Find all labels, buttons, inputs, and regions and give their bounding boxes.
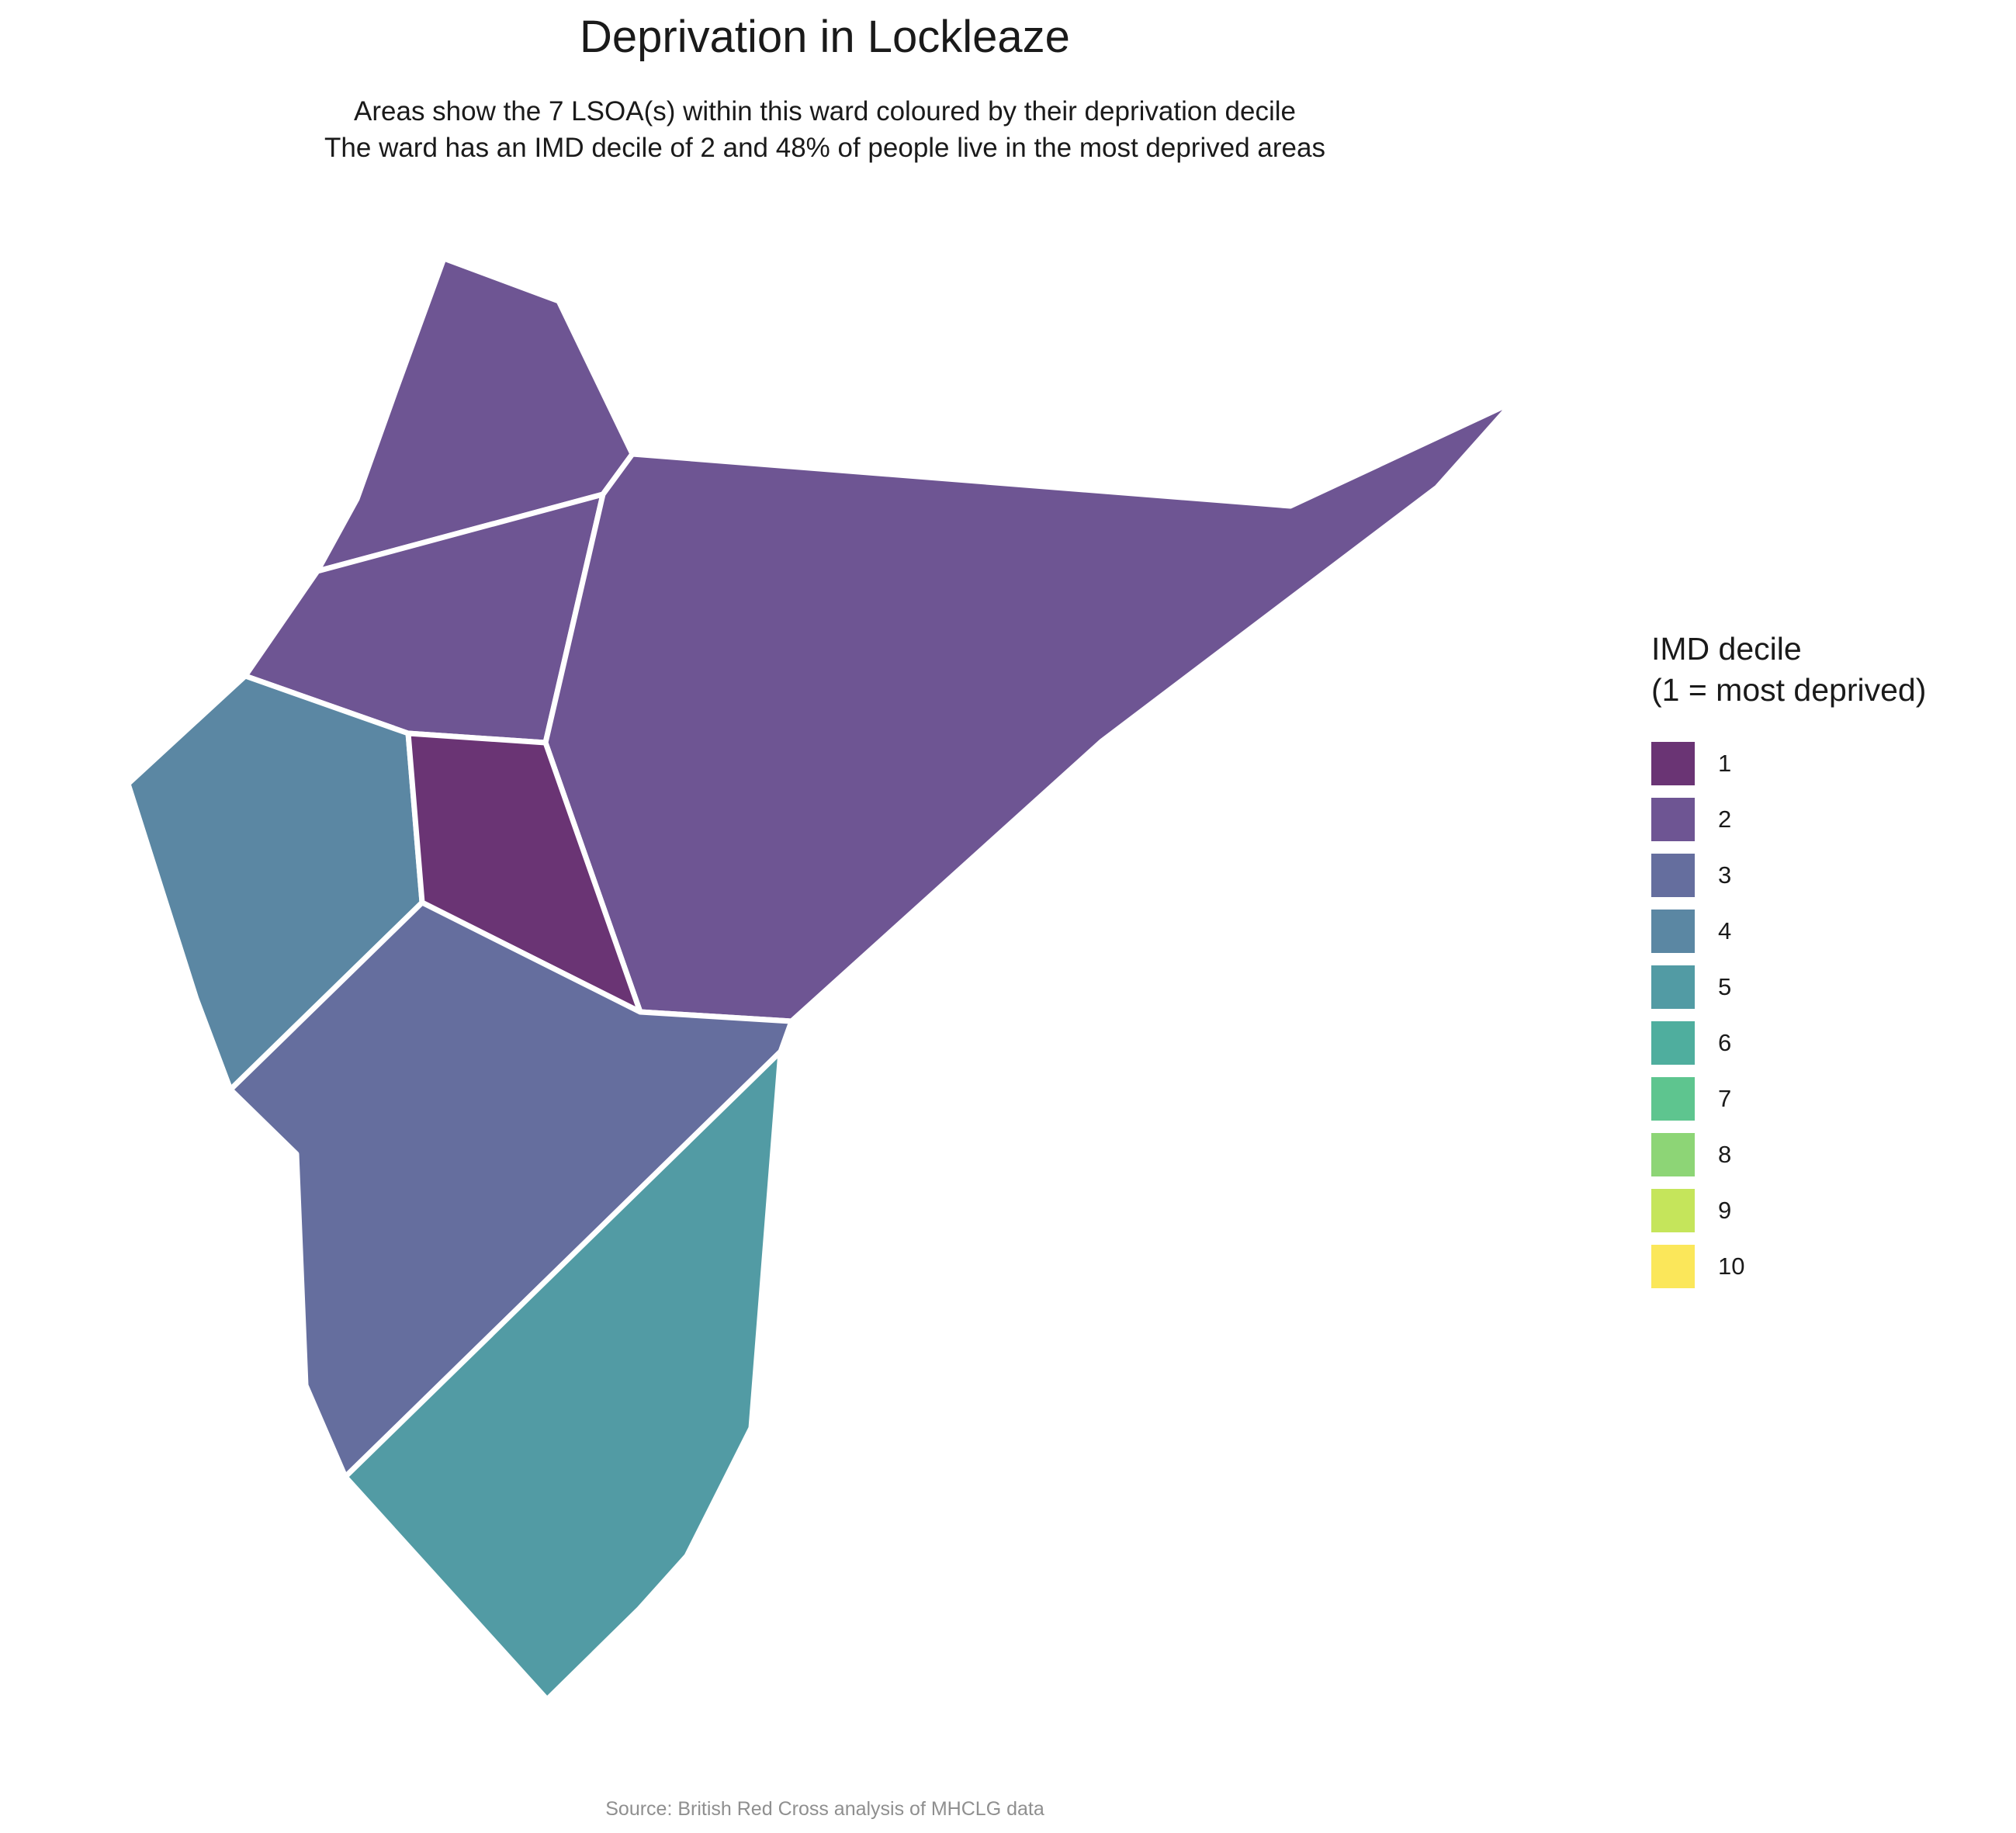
legend-title-line-1: IMD decile xyxy=(1651,631,1802,667)
legend-key-10 xyxy=(1651,1245,1695,1288)
chart-title: Deprivation in Lockleaze xyxy=(580,12,1070,62)
lsoa-area-south xyxy=(342,1048,784,1703)
chart-subtitle-line-1: Areas show the 7 LSOA(s) within this war… xyxy=(354,96,1296,126)
legend-key-3 xyxy=(1651,854,1695,897)
legend-key-2 xyxy=(1651,798,1695,841)
legend-label-1: 1 xyxy=(1718,750,1732,777)
source-caption: Source: British Red Cross analysis of MH… xyxy=(605,1798,1044,1820)
legend-label-9: 9 xyxy=(1718,1197,1732,1224)
legend-key-6 xyxy=(1651,1021,1695,1065)
legend: IMD decile (1 = most deprived) 1 2 3 4 5… xyxy=(1651,629,1926,1301)
legend-key-9 xyxy=(1651,1189,1695,1232)
legend-item-9: 9 xyxy=(1651,1189,1926,1245)
legend-item-7: 7 xyxy=(1651,1077,1926,1133)
legend-key-5 xyxy=(1651,965,1695,1009)
chart-subtitle-line-2: The ward has an IMD decile of 2 and 48% … xyxy=(324,133,1325,163)
legend-label-3: 3 xyxy=(1718,861,1732,889)
legend-item-5: 5 xyxy=(1651,965,1926,1021)
legend-label-8: 8 xyxy=(1718,1141,1732,1168)
legend-item-1: 1 xyxy=(1651,742,1926,798)
lsoa-area-east xyxy=(542,399,1516,1024)
legend-label-7: 7 xyxy=(1718,1085,1732,1112)
legend-items: 1 2 3 4 5 6 7 8 9 10 xyxy=(1651,742,1926,1301)
legend-key-1 xyxy=(1651,742,1695,785)
legend-key-8 xyxy=(1651,1133,1695,1176)
legend-label-6: 6 xyxy=(1718,1029,1732,1056)
legend-key-4 xyxy=(1651,910,1695,953)
legend-title-line-2: (1 = most deprived) xyxy=(1651,672,1927,708)
legend-item-6: 6 xyxy=(1651,1021,1926,1077)
legend-item-8: 8 xyxy=(1651,1133,1926,1189)
legend-item-2: 2 xyxy=(1651,798,1926,854)
legend-key-7 xyxy=(1651,1077,1695,1121)
legend-item-4: 4 xyxy=(1651,910,1926,965)
legend-label-10: 10 xyxy=(1718,1253,1745,1280)
legend-label-4: 4 xyxy=(1718,917,1732,944)
legend-item-3: 3 xyxy=(1651,854,1926,910)
legend-item-10: 10 xyxy=(1651,1245,1926,1301)
legend-label-2: 2 xyxy=(1718,806,1732,833)
legend-label-5: 5 xyxy=(1718,973,1732,1000)
